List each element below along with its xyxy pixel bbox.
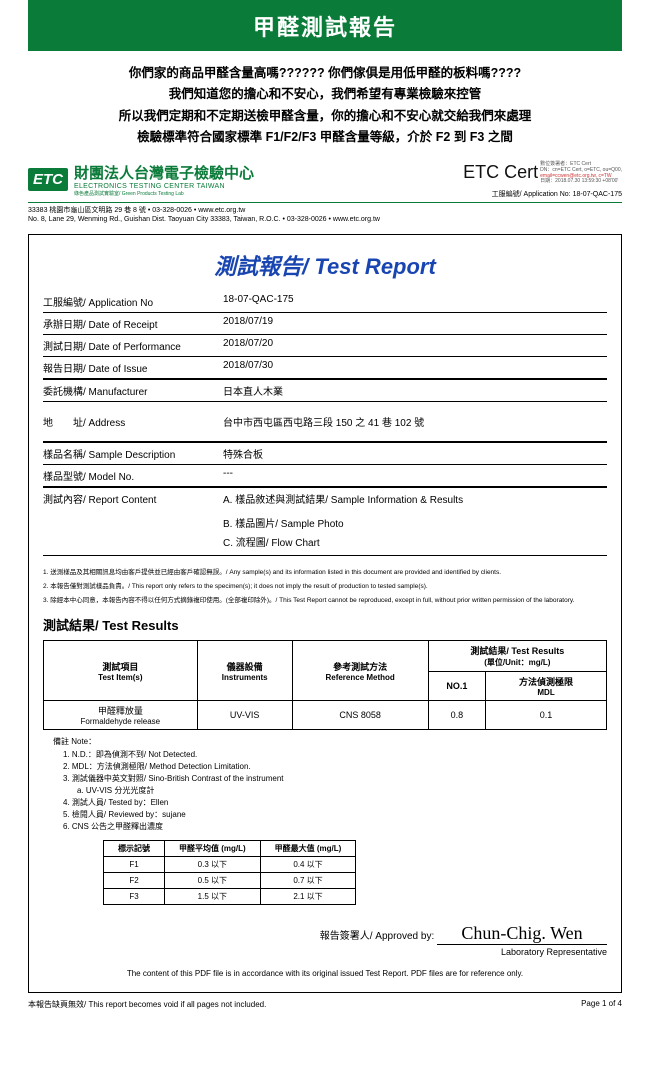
pitch-block: 你們家的商品甲醛含量高嗎?????? 你們傢俱是用低甲醛的板料嗎???? 我們知… xyxy=(28,63,622,148)
pitch-line: 你們家的商品甲醛含量高嗎?????? 你們傢俱是用低甲醛的板料嗎???? xyxy=(28,63,622,84)
org-header: ETC 財團法人台灣電子檢驗中心 ELECTRONICS TESTING CEN… xyxy=(28,162,622,203)
report-title: 測試報告/ Test Report xyxy=(43,249,607,281)
approval: 報告簽署人/ Approved by: Chun-Chig. Wen Labor… xyxy=(43,923,607,957)
cert-meta: 數位簽署者：ETC Cert DN：cn=ETC Cert, o=ETC, ou… xyxy=(540,162,622,185)
etc-logo: ETC xyxy=(28,168,68,191)
signature-role: Laboratory Representative xyxy=(43,947,607,957)
footer-right: Page 1 of 4 xyxy=(581,999,622,1010)
org-green: 綠色產品測試實驗室/ Green Products Testing Lab xyxy=(74,190,254,197)
field-app-no: 工服編號/ Application No18-07-QAC-175 xyxy=(43,291,607,313)
signature: Chun-Chig. Wen xyxy=(437,923,607,945)
field-sample: 樣品名稱/ Sample Description特殊合板 xyxy=(43,443,607,465)
field-model: 樣品型號/ Model No.--- xyxy=(43,465,607,487)
header-banner: 甲醛測試報告 xyxy=(28,0,622,51)
org-right: ETC Cert 數位簽署者：ETC Cert DN：cn=ETC Cert, … xyxy=(463,162,622,199)
field-manufacturer: 委託機構/ Manufacturer日本直人木業 xyxy=(43,380,607,402)
report-content-list: B. 樣品圖片/ Sample Photo C. 流程圖/ Flow Chart xyxy=(43,515,607,549)
table-row: F31.5 以下2.1 以下 xyxy=(104,889,356,905)
results-title: 測試結果/ Test Results xyxy=(43,615,607,634)
grade-table: 標示記號甲醛平均值 (mg/L)甲醛最大值 (mg/L) F10.3 以下0.4… xyxy=(103,840,356,905)
org-name-zh: 財團法人台灣電子檢驗中心 xyxy=(74,162,254,183)
pitch-line: 檢驗標準符合國家標準 F1/F2/F3 甲醛含量等級，介於 F2 到 F3 之間 xyxy=(28,127,622,148)
cert-title: ETC Cert xyxy=(463,162,538,183)
notes: 備註 Note： 1. N.D.：即為偵測不到/ Not Detected. 2… xyxy=(53,736,607,832)
report-box: 測試報告/ Test Report 工服編號/ Application No18… xyxy=(28,234,622,993)
table-row: 甲醛釋放量Formaldehyde release UV-VIS CNS 805… xyxy=(44,701,607,730)
page-footer: 本報告缺頁無效/ This report becomes void if all… xyxy=(28,999,622,1010)
org-name-en: ELECTRONICS TESTING CENTER TAIWAN xyxy=(74,183,254,190)
cert-app-no: 工服編號/ Application No: 18-07-QAC-175 xyxy=(463,189,622,199)
results-table: 測試項目Test Item(s) 儀器設備Instruments 參考測試方法R… xyxy=(43,640,607,730)
pitch-line: 所以我們定期和不定期送檢甲醛含量，你的擔心和不安心就交給我們來處理 xyxy=(28,106,622,127)
disclaimers: 1. 送測樣品及其相關訊息均由客戶提供並已經由客戶確認無誤。/ Any samp… xyxy=(43,568,607,605)
footer-left: 本報告缺頁無效/ This report becomes void if all… xyxy=(28,999,266,1010)
field-address: 地 址/ Address台中市西屯區西屯路三段 150 之 41 巷 102 號 xyxy=(43,402,607,442)
org-address: 33383 桃園市龜山區文明路 29 巷 8 號 • 03-328-0026 •… xyxy=(28,206,622,224)
field-issue: 報告日期/ Date of Issue2018/07/30 xyxy=(43,357,607,379)
field-receipt: 承辦日期/ Date of Receipt2018/07/19 xyxy=(43,313,607,335)
table-row: F20.5 以下0.7 以下 xyxy=(104,873,356,889)
pitch-line: 我們知道您的擔心和不安心，我們希望有專業檢驗來控管 xyxy=(28,84,622,105)
org-left: ETC 財團法人台灣電子檢驗中心 ELECTRONICS TESTING CEN… xyxy=(28,162,254,197)
banner-title: 甲醛測試報告 xyxy=(28,10,622,42)
pdf-note: The content of this PDF file is in accor… xyxy=(43,969,607,978)
field-performance: 測試日期/ Date of Performance2018/07/20 xyxy=(43,335,607,357)
table-row: F10.3 以下0.4 以下 xyxy=(104,857,356,873)
field-report-content: 測試內容/ Report Content A. 樣品敘述與測試結果/ Sampl… xyxy=(43,488,607,509)
